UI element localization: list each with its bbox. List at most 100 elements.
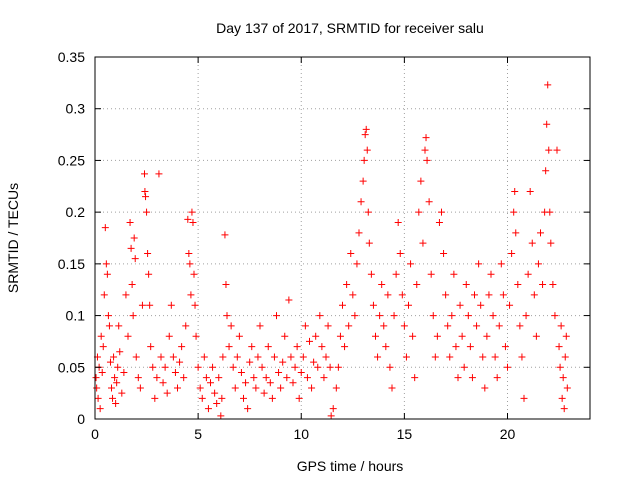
- data-point: [316, 312, 324, 320]
- data-point: [405, 301, 412, 309]
- data-point: [129, 312, 137, 320]
- data-point: [421, 146, 429, 154]
- data-point: [113, 379, 121, 387]
- data-point: [266, 379, 274, 387]
- data-point: [400, 322, 408, 330]
- data-point: [111, 374, 119, 382]
- data-point: [225, 343, 233, 351]
- data-point: [279, 358, 287, 366]
- data-point: [96, 405, 104, 413]
- data-point: [429, 312, 437, 320]
- data-point: [528, 239, 536, 247]
- data-point: [102, 260, 110, 268]
- data-point: [334, 363, 342, 371]
- data-point: [223, 312, 231, 320]
- data-points: [92, 81, 571, 420]
- data-point: [506, 301, 514, 309]
- data-point: [281, 332, 289, 340]
- y-tick-label: 0.2: [66, 204, 86, 220]
- data-point: [347, 250, 355, 258]
- data-point: [233, 353, 241, 361]
- data-point: [163, 389, 171, 397]
- data-point: [94, 394, 102, 402]
- data-point: [384, 291, 392, 299]
- data-point: [308, 384, 316, 392]
- data-point: [260, 389, 268, 397]
- data-point: [499, 291, 507, 299]
- data-point: [191, 301, 199, 309]
- data-point: [218, 394, 226, 402]
- data-point: [442, 291, 450, 299]
- y-tick-label: 0.15: [58, 256, 85, 272]
- data-point: [561, 353, 569, 361]
- data-point: [320, 374, 328, 382]
- y-tick-label: 0: [77, 411, 85, 427]
- data-point: [411, 374, 419, 382]
- data-point: [504, 363, 511, 371]
- data-point: [310, 358, 318, 366]
- data-point: [157, 353, 165, 361]
- data-point: [110, 353, 118, 361]
- data-point: [364, 208, 372, 216]
- data-point: [126, 218, 134, 226]
- data-point: [367, 270, 375, 278]
- data-point: [254, 353, 262, 361]
- data-point: [295, 394, 303, 402]
- data-point: [186, 260, 194, 268]
- data-point: [97, 332, 105, 340]
- data-point: [511, 187, 519, 195]
- data-point: [171, 368, 179, 376]
- data-point: [345, 322, 353, 330]
- data-point: [388, 384, 396, 392]
- data-point: [444, 322, 452, 330]
- data-point: [380, 322, 388, 330]
- data-point: [543, 120, 551, 128]
- data-point: [466, 343, 474, 351]
- data-point: [115, 322, 123, 330]
- data-point: [522, 312, 530, 320]
- data-point: [532, 332, 540, 340]
- data-point: [268, 394, 276, 402]
- data-point: [161, 363, 169, 371]
- data-point: [101, 224, 109, 232]
- data-point: [353, 260, 361, 268]
- data-point: [277, 384, 285, 392]
- data-point: [99, 343, 107, 351]
- data-point: [200, 353, 208, 361]
- data-point: [435, 218, 443, 226]
- data-point: [270, 353, 278, 361]
- y-axis-label: SRMTID / TECUs: [5, 183, 21, 293]
- data-point: [415, 208, 423, 216]
- data-point: [332, 384, 340, 392]
- data-point: [246, 358, 254, 366]
- data-point: [118, 389, 126, 397]
- data-point: [542, 167, 550, 175]
- data-point: [357, 198, 365, 206]
- data-point: [231, 384, 239, 392]
- data-point: [120, 368, 128, 376]
- data-point: [219, 353, 227, 361]
- data-point: [306, 337, 313, 345]
- data-point: [196, 384, 204, 392]
- data-point: [413, 281, 421, 289]
- data-point: [390, 312, 398, 320]
- data-point: [392, 270, 400, 278]
- x-axis-label: GPS time / hours: [297, 458, 404, 474]
- data-point: [235, 332, 243, 340]
- data-point: [417, 177, 425, 185]
- data-point: [192, 332, 200, 340]
- data-point: [217, 412, 225, 420]
- data-point: [289, 379, 297, 387]
- data-point: [127, 244, 135, 252]
- data-point: [248, 343, 256, 351]
- y-tick-label: 0.25: [58, 152, 85, 168]
- data-point: [275, 368, 283, 376]
- data-point: [450, 270, 458, 278]
- data-point: [369, 301, 377, 309]
- data-point: [562, 332, 570, 340]
- data-point: [545, 146, 553, 154]
- data-point: [372, 332, 379, 340]
- data-point: [526, 187, 534, 195]
- data-point: [514, 281, 522, 289]
